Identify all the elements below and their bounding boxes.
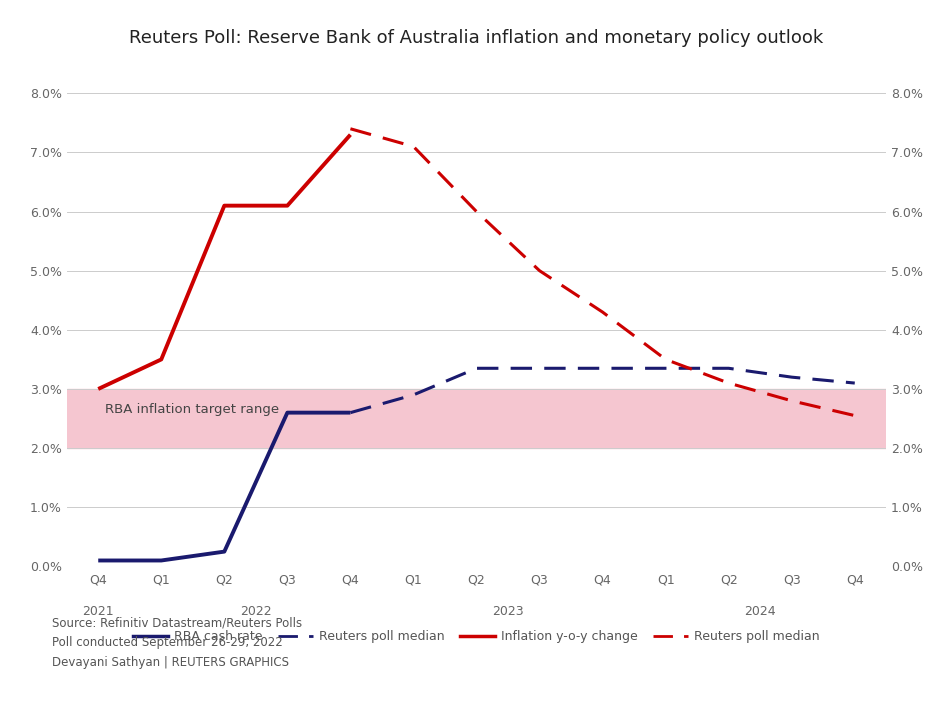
- Text: 2024: 2024: [744, 605, 775, 618]
- Text: RBA inflation target range: RBA inflation target range: [105, 403, 278, 416]
- Legend: RBA cash rate, Reuters poll median, Inflation y-o-y change, Reuters poll median: RBA cash rate, Reuters poll median, Infl…: [133, 630, 819, 644]
- Text: 2022: 2022: [240, 605, 271, 618]
- Bar: [67, 389, 885, 448]
- Title: Reuters Poll: Reserve Bank of Australia inflation and monetary policy outlook: Reuters Poll: Reserve Bank of Australia …: [129, 29, 823, 47]
- Text: 2023: 2023: [491, 605, 524, 618]
- Text: Source: Refinitiv Datastream/Reuters Polls
Poll conducted September 26-29, 2022
: Source: Refinitiv Datastream/Reuters Pol…: [52, 616, 302, 669]
- Text: 2021: 2021: [82, 605, 114, 618]
